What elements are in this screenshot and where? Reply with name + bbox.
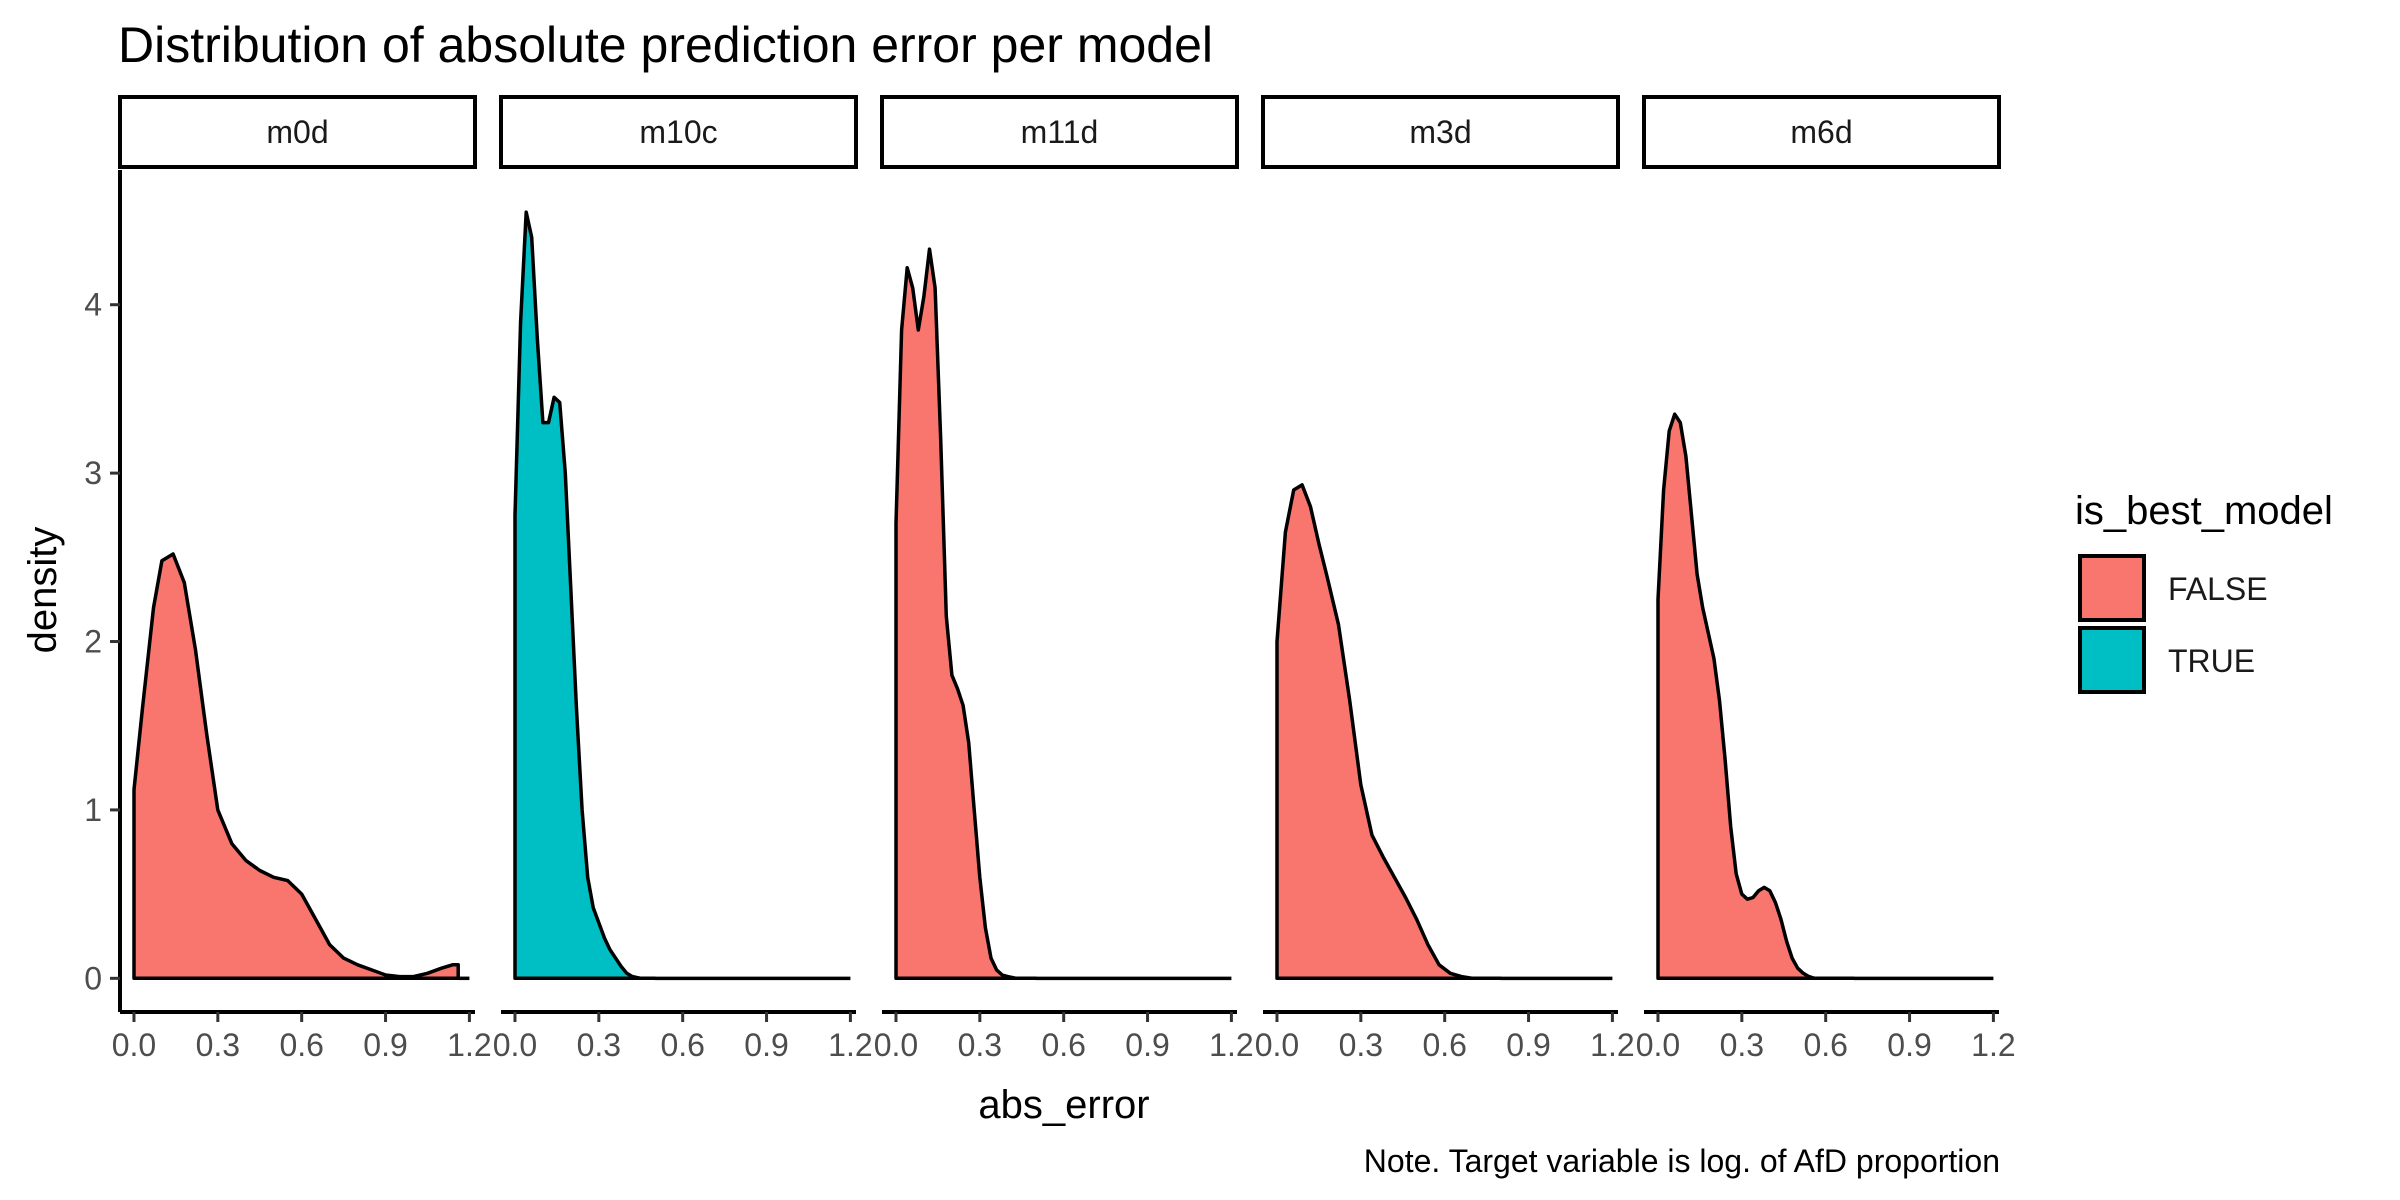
x-tick-label-m3d-2: 0.6 [1422,1027,1466,1063]
x-tick-label-m10c-3: 0.9 [744,1027,788,1063]
x-tick-label-m0d-2: 0.6 [279,1027,323,1063]
facet-panel-m3d: m3d 0.0 0.3 0.6 0.9 1.2 [1255,95,1635,1063]
y-tick-label-1: 1 [84,792,102,828]
x-tick-label-m11d-3: 0.9 [1125,1027,1169,1063]
strip-label-m10c: m10c [639,114,717,150]
legend-label-false: FALSE [2168,571,2268,607]
x-tick-label-m10c-2: 0.6 [660,1027,704,1063]
x-tick-label-m3d-4: 1.2 [1590,1027,1634,1063]
strip-label-m11d: m11d [1021,114,1099,150]
legend-label-true: TRUE [2168,643,2255,679]
x-tick-label-m10c-1: 0.3 [577,1027,621,1063]
x-tick-label-m3d-0: 0.0 [1255,1027,1299,1063]
x-tick-label-m0d-0: 0.0 [112,1027,156,1063]
x-tick-label-m10c-4: 1.2 [828,1027,872,1063]
chart-caption: Note. Target variable is log. of AfD pro… [1364,1143,2000,1179]
x-tick-label-m6d-3: 0.9 [1887,1027,1931,1063]
chart-title: Distribution of absolute prediction erro… [118,17,1213,73]
legend-key-true [2078,626,2146,694]
x-tick-label-m11d-4: 1.2 [1209,1027,1253,1063]
x-tick-label-m0d-4: 1.2 [447,1027,491,1063]
density-area-m0d [132,552,460,981]
strip-m11d [880,95,1239,169]
x-tick-label-m6d-4: 1.2 [1971,1027,2015,1063]
strip-label-m6d: m6d [1790,114,1852,150]
density-area-m3d [1275,483,1503,981]
strip-m10c [499,95,858,169]
x-tick-label-m3d-1: 0.3 [1339,1027,1383,1063]
legend-title: is_best_model [2075,489,2333,533]
x-tick-label-m11d-2: 0.6 [1041,1027,1085,1063]
density-area-m10c [513,210,657,981]
y-tick-label-2: 2 [84,624,102,660]
facet-panel-m11d: m11d 0.0 0.3 0.6 0.9 1.2 [874,95,1254,1063]
strip-label-m3d: m3d [1409,114,1471,150]
x-tick-label-m0d-1: 0.3 [196,1027,240,1063]
y-axis-title: density [21,527,65,654]
strip-label-m0d: m0d [266,114,328,150]
facet-panel-m0d: m0d 0.0 0.3 0.6 0.9 1.2 [112,95,492,1063]
density-area-m11d [894,247,1038,981]
strip-m3d [1261,95,1620,169]
x-tick-label-m11d-1: 0.3 [958,1027,1002,1063]
x-tick-label-m0d-3: 0.9 [363,1027,407,1063]
strip-m6d [1642,95,2001,169]
legend-key-false [2078,554,2146,622]
y-tick-label-3: 3 [84,455,102,491]
x-tick-label-m6d-2: 0.6 [1803,1027,1847,1063]
y-tick-label-4: 4 [84,287,102,323]
x-tick-label-m6d-1: 0.3 [1720,1027,1764,1063]
y-tick-label-0: 0 [84,960,102,996]
facet-panel-m6d: m6d 0.0 0.3 0.6 0.9 1.2 [1636,95,2016,1063]
legend: is_best_model FALSE TRUE [2075,489,2333,694]
x-tick-label-m3d-3: 0.9 [1506,1027,1550,1063]
density-area-m6d [1656,412,1856,981]
facet-panel-m10c: m10c 0.0 0.3 0.6 0.9 1.2 [493,95,873,1063]
x-tick-label-m11d-0: 0.0 [874,1027,918,1063]
x-tick-label-m10c-0: 0.0 [493,1027,537,1063]
strip-m0d [118,95,477,169]
y-axis: 0 1 2 3 4 [84,170,122,1012]
x-axis-title: abs_error [978,1083,1149,1127]
x-tick-label-m6d-0: 0.0 [1636,1027,1680,1063]
